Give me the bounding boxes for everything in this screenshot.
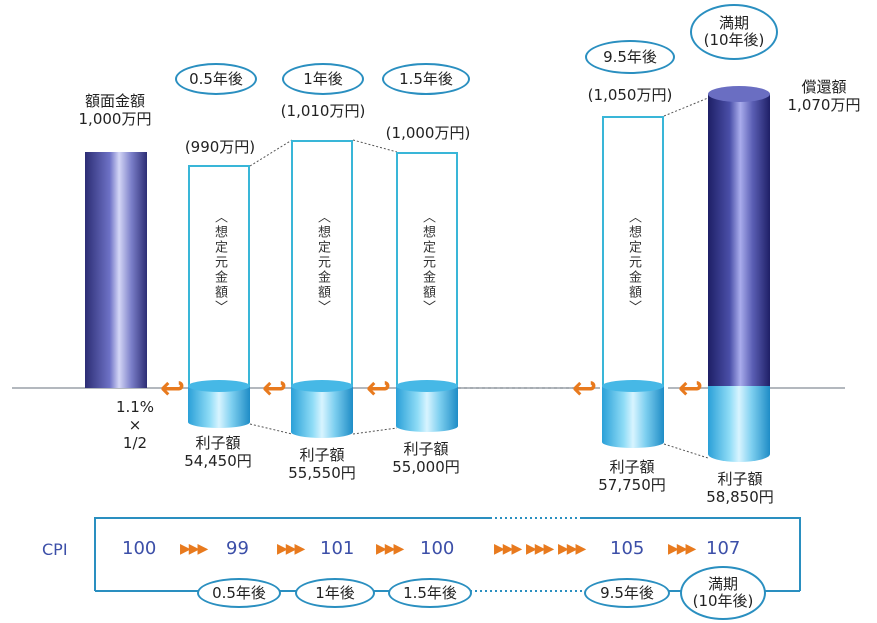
cpi-value: 101 [320,538,354,559]
maturity-interest-cylinder [708,386,770,454]
face-value-amount: 1,000万円 [70,110,160,128]
interest-label-3: 利子額 55,000円 [376,440,476,476]
period-oval-1: 1年後 [282,63,364,95]
notional-label-4: 〈想定元金額〉 [624,210,643,315]
bottom-maturity-oval: 満期 (10年後) [680,566,766,620]
interest-amount: 57,750円 [582,476,682,494]
chevron-arrows-icon: ▶▶▶ [558,541,584,557]
notional-label-2: 〈想定元金額〉 [313,210,332,315]
period-oval-9-5: 9.5年後 [585,40,675,74]
interest-title: 利子額 [690,470,790,488]
interest-cylinder-4 [602,386,664,442]
face-value-label: 額面金額 1,000万円 [70,92,160,128]
curl-arrow-icon: ↩ [262,374,287,404]
chevron-arrows-icon: ▶▶▶ [376,541,402,557]
cpi-value: 105 [610,538,644,559]
bottom-maturity-subtitle: (10年後) [693,593,754,610]
chevron-arrows-icon: ▶▶▶ [494,541,520,557]
bottom-maturity-title: 満期 [708,576,738,593]
interest-amount: 58,850円 [690,488,790,506]
bottom-oval-9-5: 9.5年後 [584,578,670,608]
principal-label-1: (990万円) [175,138,265,156]
interest-amount: 54,450円 [168,452,268,470]
cpi-value: 107 [706,538,740,559]
interest-title: 利子額 [376,440,476,458]
interest-title: 利子額 [272,446,372,464]
maturity-oval-title: 満期 [719,15,749,32]
bottom-oval-1: 1年後 [295,578,375,608]
chevron-arrows-icon: ▶▶▶ [277,541,303,557]
cpi-value: 100 [420,538,454,559]
interest-cylinder-3 [396,386,458,426]
chevron-arrows-icon: ▶▶▶ [668,541,694,557]
interest-label-5: 利子額 58,850円 [690,470,790,506]
redemption-amount: 1,070万円 [774,96,874,114]
interest-title: 利子額 [582,458,682,476]
principal-label-3: (1,000万円) [368,124,488,142]
interest-cylinder-1 [188,386,250,422]
curl-arrow-icon: ↩ [678,374,703,404]
rate-times: × [100,416,170,434]
curl-arrow-icon: ↩ [572,374,597,404]
interest-amount: 55,000円 [376,458,476,476]
chevron-arrows-icon: ▶▶▶ [526,541,552,557]
interest-title: 利子額 [168,434,268,452]
face-value-title: 額面金額 [70,92,160,110]
redemption-cylinder [708,94,770,386]
cpi-value: 100 [122,538,156,559]
interest-label-4: 利子額 57,750円 [582,458,682,494]
curl-arrow-icon: ↩ [366,374,391,404]
bottom-oval-1-5: 1.5年後 [388,578,472,608]
period-oval-0-5: 0.5年後 [175,63,257,95]
rate-half: 1/2 [100,434,170,452]
notional-label-3: 〈想定元金額〉 [418,210,437,315]
interest-cylinder-2 [291,386,353,432]
principal-label-4: (1,050万円) [570,86,690,104]
cpi-label: CPI [42,540,68,559]
redemption-title: 償還額 [774,78,874,96]
redemption-label: 償還額 1,070万円 [774,78,874,114]
chevron-arrows-icon: ▶▶▶ [180,541,206,557]
cpi-value: 99 [226,538,249,559]
rate-formula: 1.1% × 1/2 [100,398,170,452]
interest-amount: 55,550円 [272,464,372,482]
maturity-oval: 満期 (10年後) [690,4,778,60]
interest-label-2: 利子額 55,550円 [272,446,372,482]
maturity-oval-subtitle: (10年後) [704,32,765,49]
rate-percent: 1.1% [100,398,170,416]
period-oval-1-5: 1.5年後 [382,63,470,95]
principal-label-2: (1,010万円) [268,102,378,120]
notional-label-1: 〈想定元金額〉 [210,210,229,315]
bottom-oval-0-5: 0.5年後 [197,578,281,608]
face-value-bar [85,152,147,388]
interest-label-1: 利子額 54,450円 [168,434,268,470]
